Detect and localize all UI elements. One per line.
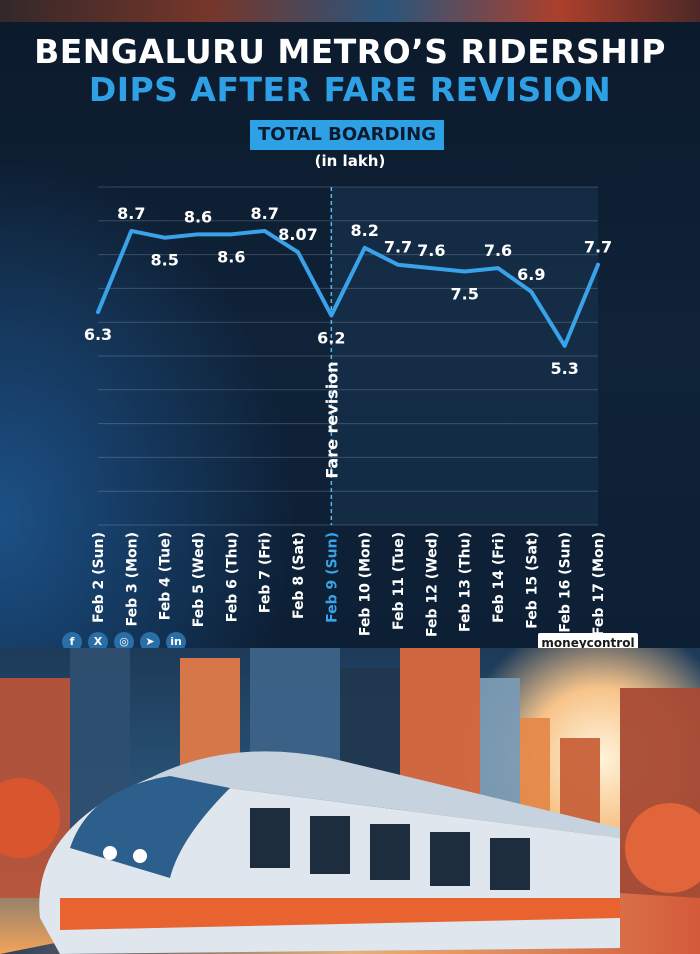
unit-label: (in lakh): [314, 152, 386, 170]
data-label: 6.9: [517, 265, 545, 284]
title-line-2: DIPS AFTER FARE REVISION: [88, 70, 612, 109]
x-tick-label: Feb 5 (Wed): [191, 532, 207, 627]
x-tick-label: Feb 17 (Mon): [591, 532, 607, 636]
x-tick-label: Feb 9 (Sun): [324, 532, 340, 623]
data-label: 7.5: [450, 285, 478, 304]
x-tick-label: Feb 15 (Sat): [524, 532, 540, 629]
x-tick-label: Feb 3 (Mon): [124, 532, 140, 626]
title-line-1: BENGALURU METRO’S RIDERSHIP: [34, 32, 666, 71]
x-tick-label: Feb 12 (Wed): [424, 532, 440, 637]
telegram-icon[interactable]: ➤: [140, 632, 160, 652]
x-tick-label: Feb 8 (Sat): [291, 532, 307, 619]
x-tick-label: Feb 7 (Fri): [258, 532, 274, 613]
data-label: 8.07: [278, 225, 317, 244]
x-tick-label: Feb 11 (Tue): [391, 532, 407, 630]
total-boarding-badge: TOTAL BOARDING: [250, 120, 444, 150]
social-icons: f X ◎ ➤ in: [62, 632, 186, 652]
fare-revision-label: Fare revision: [322, 361, 341, 478]
data-label: 7.6: [484, 241, 512, 260]
top-illustration-strip: [0, 0, 700, 22]
data-label: 7.6: [417, 241, 445, 260]
x-tick-label: Feb 6 (Thu): [224, 532, 240, 622]
post-revision-shade: [331, 187, 598, 525]
x-tick-label: Feb 14 (Fri): [491, 532, 507, 623]
data-label: 8.6: [184, 207, 212, 226]
x-tick-label: Feb 2 (Sun): [91, 532, 107, 623]
x-tick-label: Feb 4 (Tue): [158, 532, 174, 620]
linkedin-icon[interactable]: in: [166, 632, 186, 652]
x-tick-label: Feb 16 (Sun): [558, 532, 574, 633]
x-tick-label: Feb 10 (Mon): [358, 532, 374, 636]
facebook-icon[interactable]: f: [62, 632, 82, 652]
data-label: 8.7: [117, 204, 145, 223]
data-label: 8.7: [250, 204, 278, 223]
data-label: 8.5: [150, 251, 178, 270]
data-label: 7.7: [384, 238, 412, 257]
data-label: 5.3: [550, 359, 578, 378]
data-label: 6.3: [84, 325, 112, 344]
metro-train-illustration: [0, 648, 700, 954]
series-line: [96, 228, 600, 348]
data-label: 6.2: [317, 328, 345, 347]
data-label: 7.7: [584, 238, 612, 257]
data-label: 8.2: [350, 221, 378, 240]
ridership-line-chart: Fare revision6.38.78.58.68.68.78.076.28.…: [84, 186, 612, 637]
data-label: 8.6: [217, 247, 245, 266]
x-tick-label: Feb 13 (Thu): [458, 532, 474, 632]
instagram-icon[interactable]: ◎: [114, 632, 134, 652]
x-icon[interactable]: X: [88, 632, 108, 652]
